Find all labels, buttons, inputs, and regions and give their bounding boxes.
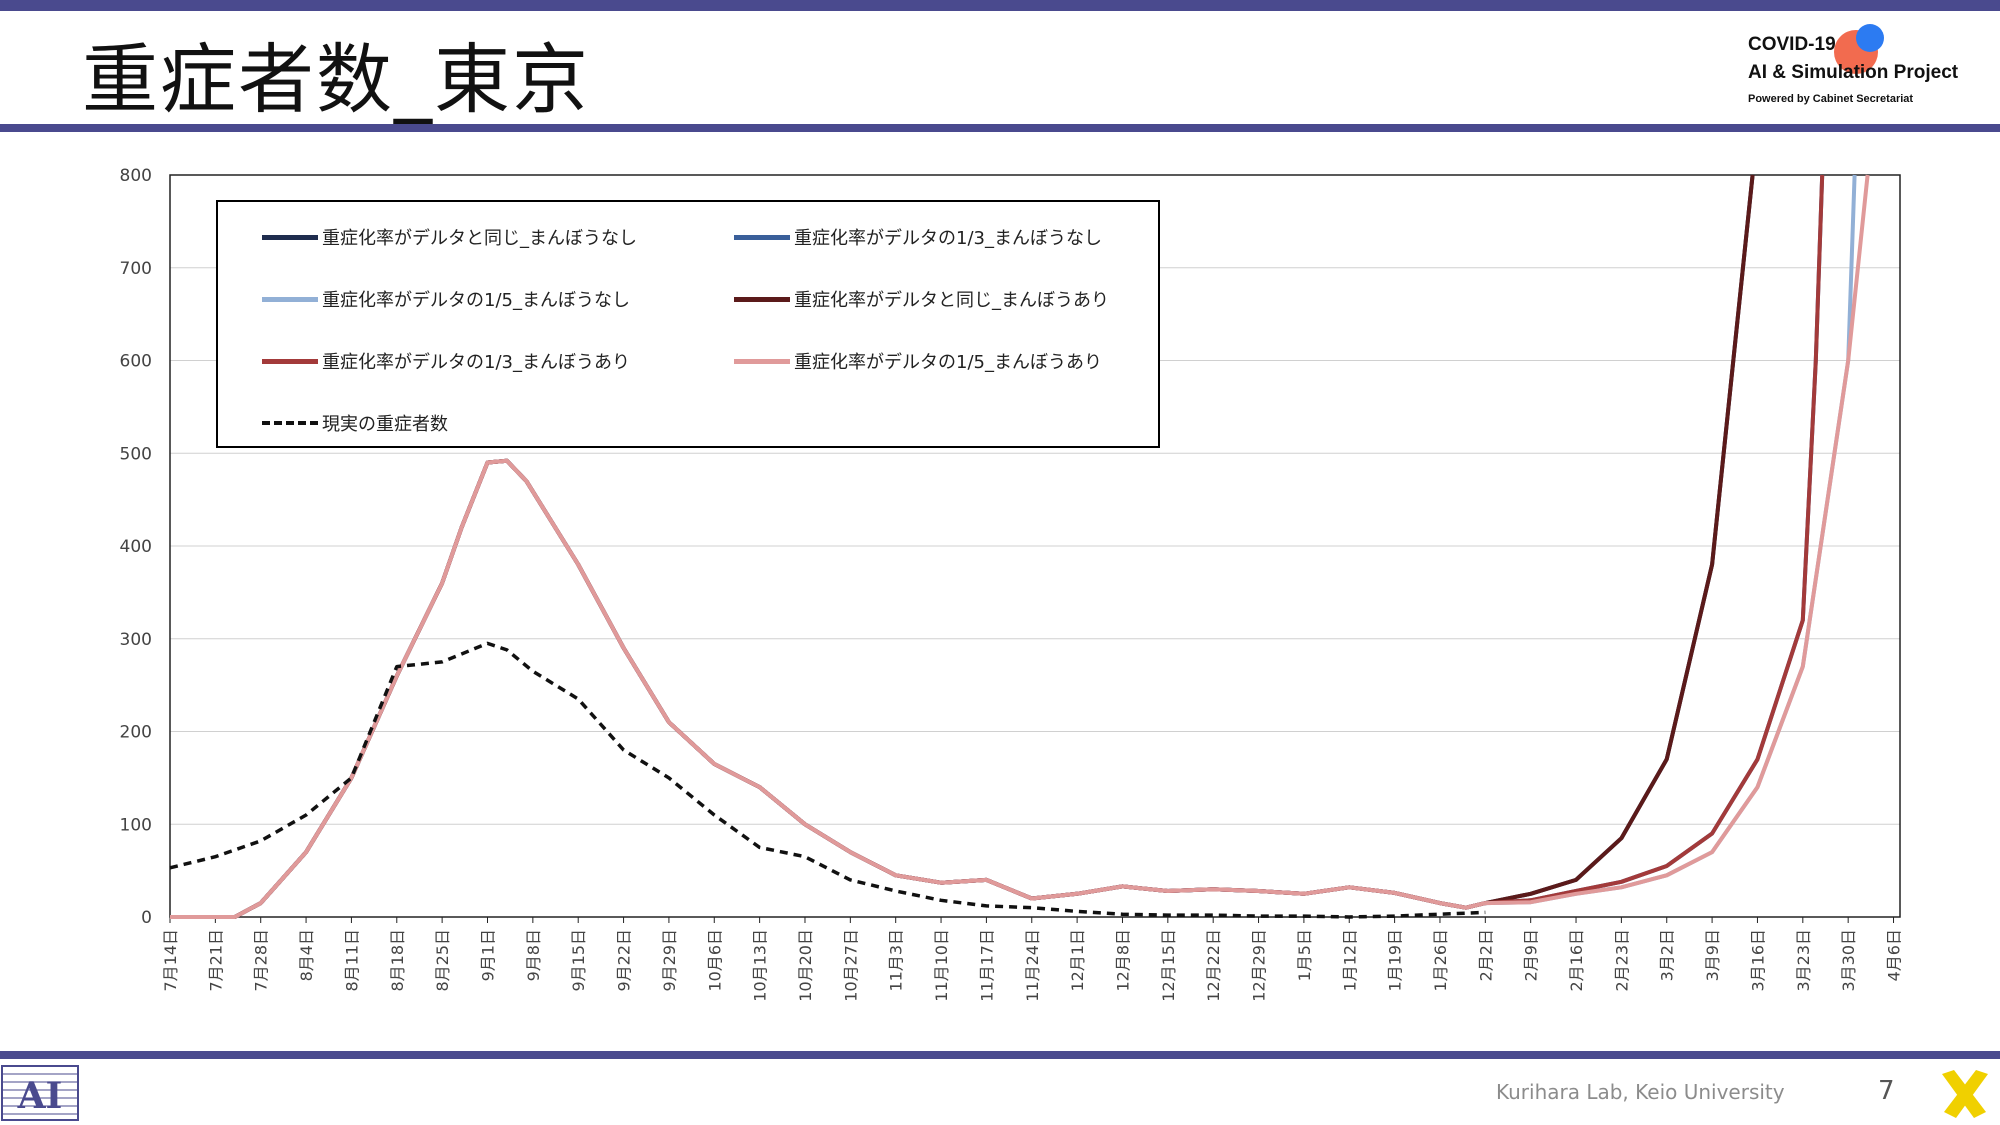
y-tick-label: 600 (120, 352, 152, 372)
brand-line-2: AI & Simulation Project (1748, 62, 1959, 83)
legend-item: 重症化率がデルタの1/3_まんぼうなし (734, 222, 1102, 252)
y-tick-label: 0 (141, 908, 152, 928)
chart-legend: 重症化率がデルタと同じ_まんぼうなし 重症化率がデルタの1/3_まんぼうなし 重症化… (216, 200, 1160, 448)
x-tick-label: 4月6日 (1885, 929, 1904, 981)
legend-label: 重症化率がデルタと同じ_まんぼうあり (794, 290, 1109, 311)
legend-swatch (262, 234, 318, 240)
x-tick-label: 11月10日 (932, 929, 951, 1002)
x-tick-label: 9月15日 (569, 929, 588, 992)
footer-divider (0, 1051, 2000, 1059)
x-tick-label: 12月8日 (1113, 929, 1132, 992)
x-tick-label: 2月2日 (1476, 929, 1495, 981)
x-tick-label: 10月13日 (751, 929, 770, 1002)
y-tick-label: 500 (120, 444, 152, 464)
x-tick-label: 8月11日 (342, 929, 361, 992)
y-tick-label: 100 (120, 815, 152, 835)
x-tick-label: 9月22日 (615, 929, 634, 992)
brand-line-1: COVID-19 (1748, 34, 1836, 55)
x-tick-label: 1月12日 (1340, 929, 1359, 992)
svg-text:AI: AI (17, 1075, 63, 1117)
legend-swatch (734, 234, 790, 240)
x-tick-label: 12月1日 (1068, 929, 1087, 992)
footer-credit: Kurihara Lab, Keio University (1496, 1080, 1785, 1104)
y-tick-label: 700 (120, 259, 152, 279)
x-tick-label: 10月20日 (796, 929, 815, 1002)
x-tick-label: 3月30日 (1839, 929, 1858, 992)
x-tick-label: 7月21日 (206, 929, 225, 992)
legend-label: 重症化率がデルタの1/3_まんぼうあり (322, 352, 630, 373)
x-tick-label: 9月29日 (660, 929, 679, 992)
x-tick-label: 12月15日 (1159, 929, 1178, 1002)
legend-label: 重症化率がデルタの1/3_まんぼうなし (794, 228, 1102, 249)
x-tick-label: 11月24日 (1023, 929, 1042, 1002)
x-tick-label: 8月25日 (433, 929, 452, 992)
brand-line-3: Powered by Cabinet Secretariat (1748, 93, 1914, 105)
x-tick-label: 8月18日 (388, 929, 407, 992)
legend-swatch (734, 358, 790, 364)
legend-swatch (262, 421, 318, 425)
x-tick-label: 11月3日 (887, 929, 906, 992)
plot-area-border (169, 174, 1901, 918)
x-tick-label: 1月26日 (1431, 929, 1450, 992)
x-tick-label: 9月1日 (478, 929, 497, 981)
legend-label: 重症化率がデルタの1/5_まんぼうなし (322, 290, 630, 311)
chart: 0 100 200 300 400 500 600 700 800 7月14日 7月21日 7月28日… (120, 166, 1904, 1002)
slide-title: 重症者数_東京 (82, 35, 590, 124)
x-logo-icon (1942, 1070, 1988, 1118)
covid-ai-project-logo: COVID-19 AI & Simulation Project Powered… (1748, 22, 1988, 112)
y-tick-label: 300 (120, 630, 152, 650)
header-divider (0, 124, 2000, 132)
x-tick-label: 3月23日 (1794, 929, 1813, 992)
legend-label: 現実の重症者数 (322, 414, 448, 435)
x-tick-label: 11月17日 (977, 929, 996, 1002)
x-tick-label: 10月6日 (705, 929, 724, 992)
legend-label: 重症化率がデルタと同じ_まんぼうなし (322, 228, 637, 249)
series-line-7 (169, 641, 1486, 919)
legend-item: 現実の重症者数 (262, 408, 448, 438)
top-accent-bar (0, 0, 2000, 11)
y-tick-label: 800 (120, 166, 152, 186)
legend-item: 重症化率がデルタの1/5_まんぼうなし (262, 284, 630, 314)
legend-item: 重症化率がデルタと同じ_まんぼうなし (262, 222, 637, 252)
x-tick-label: 7月14日 (161, 929, 180, 992)
legend-label: 重症化率がデルタの1/5_まんぼうあり (794, 352, 1102, 373)
y-tick-label: 400 (120, 537, 152, 557)
legend-swatch (262, 358, 318, 364)
legend-item: 重症化率がデルタの1/5_まんぼうあり (734, 346, 1102, 376)
x-tick-label: 1月5日 (1295, 929, 1314, 981)
x-tick-label: 2月16日 (1567, 929, 1586, 992)
x-tick-label: 12月22日 (1204, 929, 1223, 1002)
x-tick-label: 2月9日 (1522, 929, 1541, 981)
x-tick-label: 10月27日 (841, 929, 860, 1002)
legend-swatch (734, 296, 790, 302)
legend-item: 重症化率がデルタと同じ_まんぼうあり (734, 284, 1109, 314)
legend-item: 重症化率がデルタの1/3_まんぼうあり (262, 346, 630, 376)
logo-blue-dot (1856, 24, 1884, 52)
x-tick-label: 9月8日 (524, 929, 543, 981)
legend-swatch (262, 296, 318, 302)
x-tick-label: 3月2日 (1658, 929, 1677, 981)
x-tick-label: 3月16日 (1748, 929, 1767, 992)
y-tick-label: 200 (120, 723, 152, 743)
series-line-6 (170, 174, 1870, 919)
x-tick-label: 12月29日 (1250, 929, 1269, 1002)
x-tick-label: 3月9日 (1703, 929, 1722, 981)
page-number: 7 (1878, 1076, 1895, 1106)
x-tick-label: 7月28日 (252, 929, 271, 992)
x-tick-label: 1月19日 (1386, 929, 1405, 992)
x-tick-label: 8月4日 (297, 929, 316, 981)
x-tick-label: 2月23日 (1612, 929, 1631, 992)
lab-logo-icon: AI (1, 1065, 79, 1121)
